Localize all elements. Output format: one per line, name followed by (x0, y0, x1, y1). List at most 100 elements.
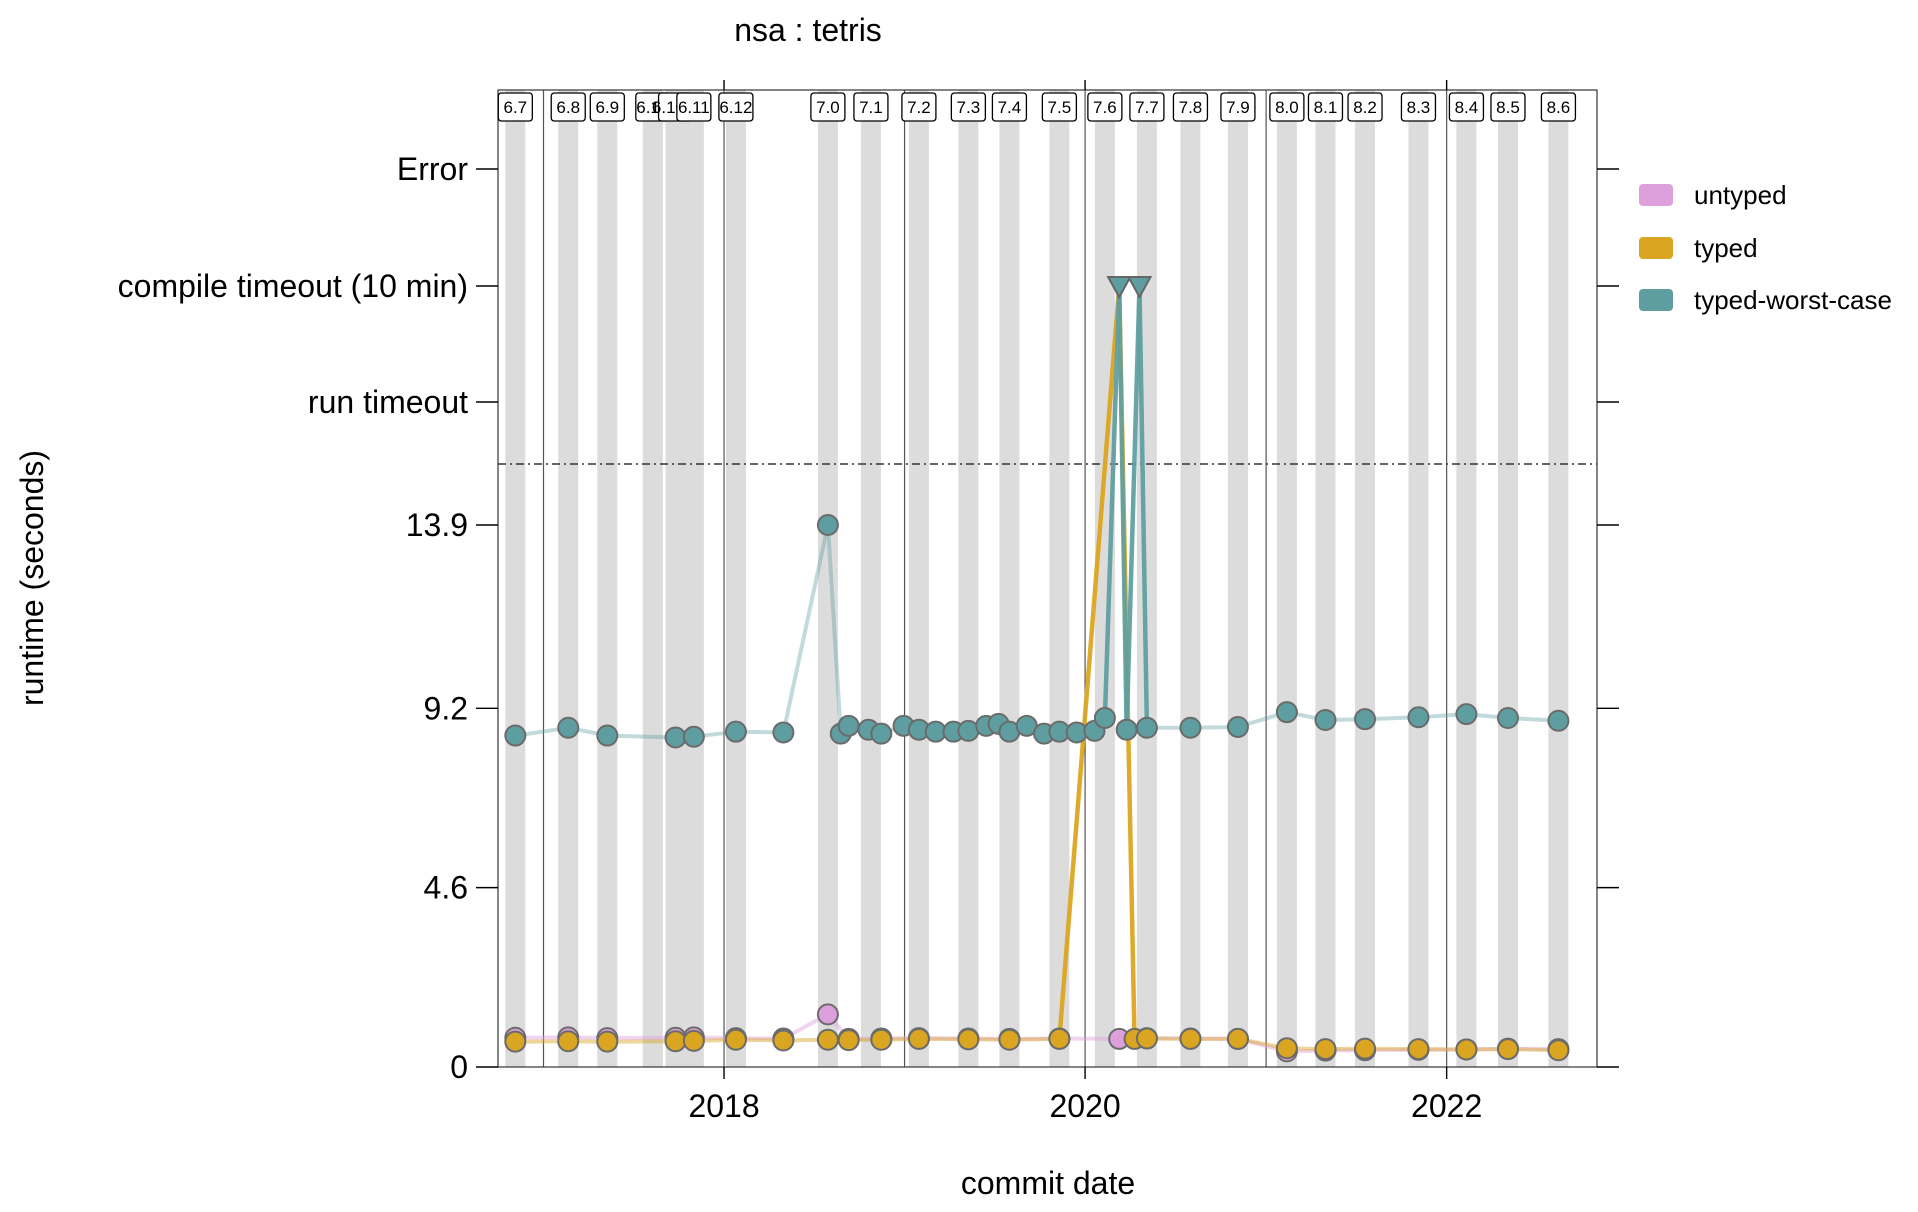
point-typed-worst-case (504, 724, 527, 747)
y-tick-label: 9.2 (424, 690, 468, 726)
release-label-text: 6.7 (503, 98, 527, 117)
release-band (908, 90, 929, 1067)
release-label: 7.8 (1172, 92, 1209, 122)
year-gridlines (542, 90, 1448, 1067)
point-typed-worst-case (816, 514, 839, 536)
release-band (1355, 90, 1376, 1067)
point-typed (772, 1029, 795, 1052)
release-label: 6.8 (550, 92, 586, 122)
release-label-box (1400, 92, 1437, 122)
legend-swatch (1639, 184, 1673, 206)
y-tick-label: 13.9 (406, 507, 468, 543)
release-label-text: 7.2 (907, 98, 931, 117)
point-typed-worst-case (1126, 276, 1153, 300)
release-band (1227, 90, 1248, 1067)
release-band (642, 90, 663, 1067)
x-axis-label: commit date (961, 1165, 1135, 1201)
release-label-text: 7.6 (1093, 98, 1117, 117)
point-typed-worst-case (1407, 706, 1430, 729)
point-typed-worst-case (596, 724, 619, 747)
point-typed (724, 1028, 747, 1051)
y-tick-label: 0 (450, 1049, 468, 1085)
release-band (1548, 90, 1569, 1067)
point-typed-worst-case (1314, 708, 1337, 731)
release-band (558, 90, 579, 1067)
release-label-box (1220, 92, 1256, 122)
release-labels: 6.7 6.8 6.9 6.106.10.16.11 6.12 7.0 7.1 7.2 7.3 7… (497, 92, 1577, 122)
point-typed (1496, 1038, 1519, 1061)
series-points (504, 276, 1570, 1063)
release-label-text: 8.6 (1547, 98, 1571, 117)
legend-item-typed-worst-case: typed-worst-case (1639, 285, 1892, 315)
y-category-label: Error (397, 151, 468, 187)
release-label-text: 8.2 (1353, 98, 1377, 117)
release-label-text: 8.4 (1455, 98, 1479, 117)
release-label: 8.0 (1269, 92, 1305, 122)
release-label-box (676, 92, 712, 122)
release-band (1049, 90, 1070, 1067)
release-label: 7.5 (1041, 92, 1078, 122)
legend-item-untyped: untyped (1639, 180, 1787, 210)
release-band (725, 90, 746, 1067)
point-typed (1407, 1038, 1430, 1061)
point-typed-worst-case (1115, 718, 1138, 741)
point-typed-worst-case (682, 725, 705, 748)
release-band (683, 90, 704, 1067)
legend-label: typed (1694, 233, 1758, 263)
release-label: 7.1 (853, 92, 889, 122)
legend: untyped typed typed-worst-case (1639, 180, 1892, 315)
release-label-box (589, 92, 625, 122)
legend-item-typed: typed (1639, 233, 1758, 263)
release-label: 8.4 (1448, 92, 1485, 122)
release-label: 6.12 (718, 92, 754, 122)
point-untyped (816, 1003, 839, 1026)
release-label-box (1172, 92, 1209, 122)
release-label-text: 8.3 (1407, 98, 1431, 117)
release-label: 8.2 (1347, 92, 1383, 122)
release-label-box (991, 92, 1028, 122)
series-spike-typed (1057, 285, 1122, 1040)
release-label-text: 7.1 (859, 98, 883, 117)
release-label-text: 6.8 (556, 98, 580, 117)
release-label-text: 8.5 (1496, 98, 1520, 117)
point-typed (957, 1028, 980, 1051)
y-category-label: run timeout (308, 384, 468, 420)
release-label-box (718, 92, 754, 122)
release-band (1497, 90, 1518, 1067)
series-spike-typed-worst-case (1137, 285, 1150, 728)
release-label: 6.11 (676, 92, 712, 122)
release-label-text: 7.5 (1048, 98, 1072, 117)
release-band (1136, 90, 1157, 1067)
release-label-box (853, 92, 889, 122)
release-label-text: 7.8 (1179, 98, 1203, 117)
release-label: 7.3 (950, 92, 987, 122)
point-typed-worst-case (1179, 716, 1202, 739)
release-label-box (1490, 92, 1526, 122)
point-typed (504, 1030, 527, 1053)
release-band (1276, 90, 1297, 1067)
x-tick-label: 2020 (1049, 1088, 1120, 1124)
point-typed-worst-case (664, 726, 687, 749)
legend-label: typed-worst-case (1694, 285, 1892, 315)
release-band (999, 90, 1020, 1067)
plot-panel (497, 89, 1598, 1068)
release-label-text: 6.12 (719, 98, 752, 117)
release-label-text: 8.0 (1275, 98, 1299, 117)
point-typed-worst-case (1275, 701, 1298, 724)
release-band (505, 90, 526, 1067)
point-typed (1135, 1027, 1158, 1050)
release-band (817, 90, 838, 1067)
release-label-text: 7.3 (957, 98, 981, 117)
release-band (860, 90, 881, 1067)
point-typed-worst-case (1455, 703, 1478, 726)
point-typed (1179, 1027, 1202, 1050)
point-typed-worst-case (1093, 707, 1116, 730)
point-typed-worst-case (1354, 708, 1377, 731)
release-label-box (1540, 92, 1577, 122)
legend-swatch (1639, 237, 1673, 259)
point-typed (1314, 1038, 1337, 1061)
release-band (958, 90, 979, 1067)
release-band (1408, 90, 1429, 1067)
legend-swatch (1639, 289, 1673, 311)
